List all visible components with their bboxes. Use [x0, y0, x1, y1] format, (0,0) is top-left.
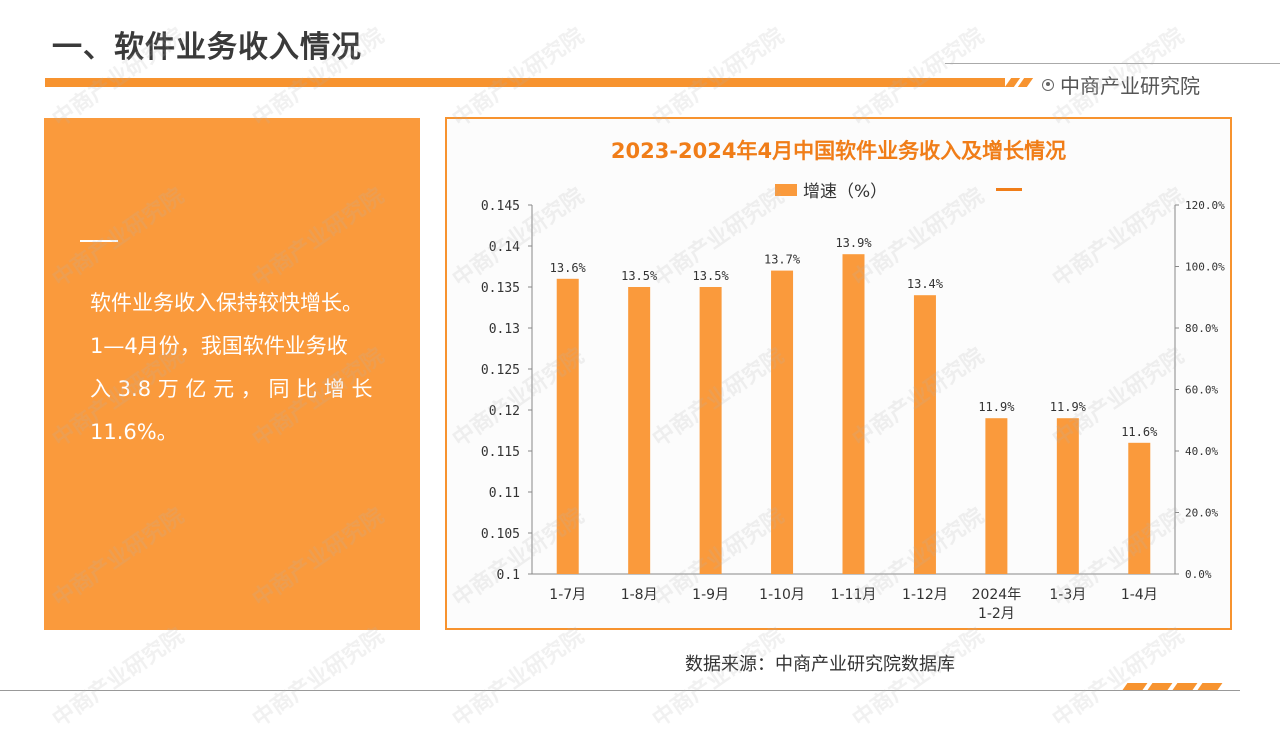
title-underline-bar — [45, 78, 1005, 87]
bar — [699, 287, 722, 574]
y-tick-label: 0.13 — [489, 322, 520, 337]
bar — [771, 270, 794, 574]
x-tick-label: 1-10月 — [759, 587, 805, 603]
footer-line — [0, 690, 1240, 691]
bar — [1128, 442, 1151, 574]
bar-data-label: 13.4% — [907, 277, 944, 291]
summary-line: 1—4月份，我国软件业务收 — [90, 334, 348, 358]
bar-data-label: 11.9% — [1050, 400, 1087, 414]
x-tick-label: 1-12月 — [902, 587, 948, 603]
y2-tick-label: 40.0% — [1185, 445, 1218, 458]
y2-tick-label: 120.0% — [1185, 199, 1225, 212]
brand-logo: 中商产业研究院 — [1042, 70, 1200, 99]
y-tick-label: 0.11 — [489, 486, 520, 501]
y2-tick-label: 20.0% — [1185, 507, 1218, 520]
y2-tick-label: 0.0% — [1185, 568, 1212, 581]
x-tick-label: 1-4月 — [1121, 587, 1158, 603]
y-tick-label: 0.105 — [481, 527, 520, 542]
y2-tick-label: 100.0% — [1185, 261, 1225, 274]
bar — [1056, 418, 1079, 574]
bar-data-label: 13.7% — [764, 253, 801, 267]
data-source: 数据来源：中商产业研究院数据库 — [685, 654, 955, 675]
bar — [985, 418, 1008, 574]
bar — [842, 254, 865, 574]
bar-data-label: 13.9% — [835, 236, 872, 250]
y-tick-label: 0.14 — [489, 240, 520, 255]
bar-data-label: 13.6% — [550, 261, 587, 275]
logo-circle-icon — [1042, 78, 1054, 91]
bar — [628, 287, 651, 574]
y-tick-label: 0.145 — [481, 199, 520, 214]
y-tick-label: 0.1 — [497, 568, 520, 583]
bar-data-label: 13.5% — [621, 269, 658, 283]
summary-panel: 软件业务收入保持较快增长。 1—4月份，我国软件业务收 入 3.8 万 亿 元 … — [44, 118, 420, 630]
y2-tick-label: 80.0% — [1185, 322, 1218, 335]
chart-title: 2023-2024年4月中国软件业务收入及增长情况 — [610, 139, 1067, 163]
x-tick-label: 1-9月 — [692, 587, 729, 603]
header-thin-line — [945, 63, 1280, 64]
logo-text: 中商产业研究院 — [1060, 74, 1200, 98]
page-title: 一、软件业务收入情况 — [52, 30, 362, 65]
y2-tick-label: 60.0% — [1185, 384, 1218, 397]
x-tick-label: 1-3月 — [1049, 587, 1086, 603]
y-tick-label: 0.12 — [489, 404, 520, 419]
bar — [913, 295, 936, 574]
y-tick-label: 0.125 — [481, 363, 520, 378]
bar-data-label: 11.9% — [978, 400, 1015, 414]
x-tick-label: 1-11月 — [831, 587, 877, 603]
x-tick-label: 1-7月 — [549, 587, 586, 603]
bar-data-label: 11.6% — [1121, 425, 1158, 439]
x-tick-label: 2024年 — [972, 587, 1022, 603]
chart-legend: 增速（%） — [775, 177, 887, 202]
summary-dash — [80, 240, 118, 242]
summary-text: 软件业务收入保持较快增长。 1—4月份，我国软件业务收 入 3.8 万 亿 元 … — [90, 282, 390, 454]
x-tick-label: 1-8月 — [621, 587, 658, 603]
summary-line: 入 3.8 万 亿 元 ， 同 比 增 长 — [90, 377, 373, 401]
x-tick-label: 1-2月 — [978, 606, 1015, 622]
y-tick-label: 0.135 — [481, 281, 520, 296]
summary-line: 软件业务收入保持较快增长。 — [90, 291, 363, 315]
legend-swatch — [775, 183, 797, 196]
bar-data-label: 13.5% — [693, 269, 730, 283]
bar — [556, 278, 579, 574]
y-tick-label: 0.115 — [481, 445, 520, 460]
legend-line-marker — [996, 188, 1022, 191]
summary-line: 11.6%。 — [90, 420, 178, 444]
legend-label: 增速（%） — [803, 182, 888, 202]
